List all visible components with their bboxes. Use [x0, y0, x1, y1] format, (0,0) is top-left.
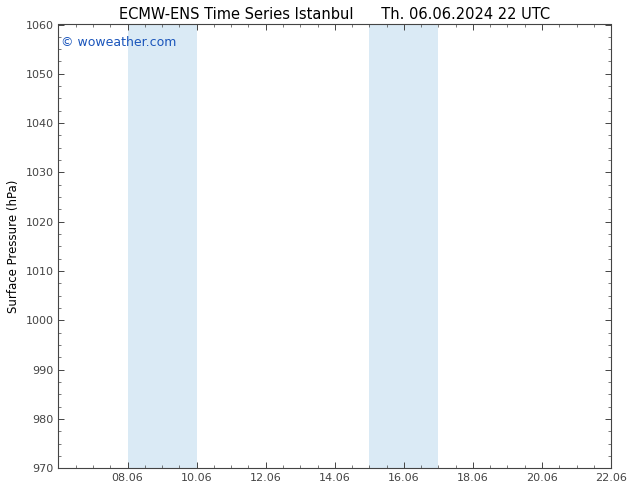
Y-axis label: Surface Pressure (hPa): Surface Pressure (hPa)	[7, 180, 20, 313]
Bar	[370, 24, 439, 468]
Bar	[611, 24, 634, 468]
Title: ECMW-ENS Time Series Istanbul      Th. 06.06.2024 22 UTC: ECMW-ENS Time Series Istanbul Th. 06.06.…	[119, 7, 550, 22]
Bar	[127, 24, 197, 468]
Text: © woweather.com: © woweather.com	[61, 36, 177, 49]
